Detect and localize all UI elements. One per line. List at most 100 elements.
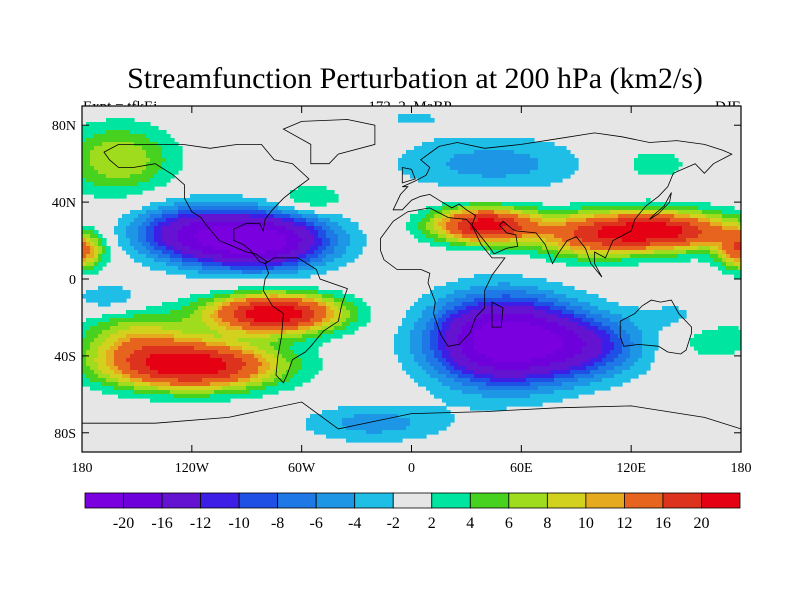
field-cell: [122, 298, 127, 303]
field-cell: [502, 162, 507, 167]
field-cell: [314, 218, 319, 223]
field-cell: [422, 306, 427, 311]
field-cell: [450, 226, 455, 231]
field-cell: [110, 130, 115, 135]
field-cell: [578, 210, 583, 215]
field-cell: [618, 258, 623, 263]
field-cell: [106, 190, 111, 195]
field-cell: [166, 166, 171, 171]
field-cell: [598, 202, 603, 207]
field-cell: [170, 230, 175, 235]
field-cell: [218, 226, 223, 231]
field-cell: [230, 306, 235, 311]
field-cell: [546, 214, 551, 219]
field-cell: [418, 222, 423, 227]
field-cell: [642, 234, 647, 239]
field-cell: [646, 226, 651, 231]
field-cell: [290, 246, 295, 251]
field-cell: [206, 314, 211, 319]
field-cell: [114, 146, 119, 151]
field-cell: [738, 330, 741, 335]
field-cell: [242, 290, 247, 295]
field-cell: [118, 238, 123, 243]
field-cell: [274, 246, 279, 251]
field-cell: [618, 238, 623, 243]
field-cell: [270, 242, 275, 247]
field-cell: [114, 318, 119, 323]
field-cell: [718, 234, 723, 239]
field-cell: [186, 306, 191, 311]
field-cell: [650, 230, 655, 235]
field-cell: [470, 238, 475, 243]
field-cell: [410, 318, 415, 323]
field-cell: [574, 246, 579, 251]
field-cell: [154, 202, 159, 207]
field-cell: [162, 130, 167, 135]
field-cell: [182, 238, 187, 243]
field-cell: [418, 114, 423, 119]
field-cell: [586, 294, 591, 299]
field-cell: [118, 286, 123, 291]
field-cell: [570, 318, 575, 323]
field-cell: [482, 154, 487, 159]
field-cell: [450, 298, 455, 303]
field-cell: [318, 318, 323, 323]
field-cell: [178, 158, 183, 163]
field-cell: [690, 230, 695, 235]
field-cell: [358, 314, 363, 319]
field-cell: [206, 254, 211, 259]
field-cell: [258, 310, 263, 315]
field-cell: [718, 338, 723, 343]
field-cell: [670, 214, 675, 219]
field-cell: [86, 338, 91, 343]
field-cell: [686, 230, 691, 235]
field-cell: [290, 254, 295, 259]
field-cell: [146, 338, 151, 343]
field-cell: [298, 234, 303, 239]
field-cell: [598, 326, 603, 331]
field-cell: [470, 306, 475, 311]
field-cell: [334, 262, 339, 267]
field-cell: [226, 218, 231, 223]
field-cell: [362, 242, 367, 247]
field-cell: [210, 238, 215, 243]
field-cell: [630, 246, 635, 251]
field-cell: [438, 310, 443, 315]
field-cell: [334, 254, 339, 259]
field-cell: [662, 258, 667, 263]
field-cell: [662, 154, 667, 159]
field-cell: [610, 214, 615, 219]
field-cell: [674, 254, 679, 259]
field-cell: [682, 206, 687, 211]
field-cell: [482, 326, 487, 331]
field-cell: [594, 254, 599, 259]
field-cell: [478, 318, 483, 323]
field-cell: [298, 230, 303, 235]
field-cell: [522, 314, 527, 319]
field-cell: [134, 186, 139, 191]
field-cell: [602, 330, 607, 335]
field-cell: [658, 222, 663, 227]
field-cell: [434, 218, 439, 223]
field-cell: [106, 162, 111, 167]
field-cell: [534, 146, 539, 151]
field-cell: [706, 334, 711, 339]
field-cell: [506, 314, 511, 319]
field-cell: [498, 334, 503, 339]
field-cell: [98, 146, 103, 151]
field-cell: [150, 318, 155, 323]
field-cell: [158, 330, 163, 335]
field-cell: [162, 326, 167, 331]
field-cell: [286, 246, 291, 251]
field-cell: [210, 330, 215, 335]
field-cell: [506, 322, 511, 327]
field-cell: [226, 194, 231, 199]
field-cell: [478, 314, 483, 319]
field-cell: [650, 254, 655, 259]
field-cell: [306, 218, 311, 223]
field-cell: [542, 146, 547, 151]
field-cell: [322, 198, 327, 203]
field-cell: [514, 178, 519, 183]
field-cell: [662, 238, 667, 243]
field-cell: [294, 310, 299, 315]
